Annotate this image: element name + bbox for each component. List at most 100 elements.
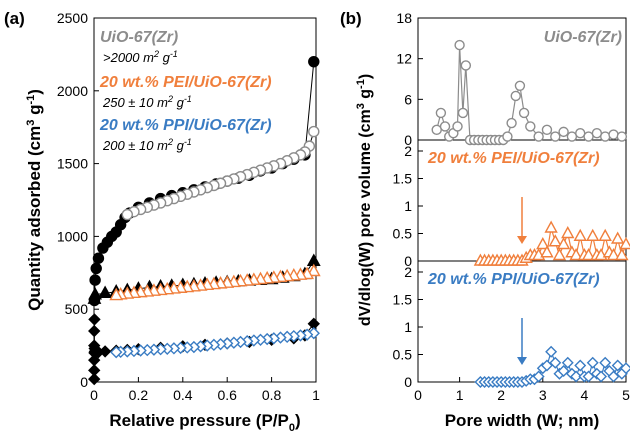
panel-a-point [110, 345, 123, 359]
annotation-pei-label: 20 wt.% PEI/UiO-67(Zr) [99, 74, 272, 91]
panel-b-point [460, 60, 472, 71]
panel-a-y-tick-label: 2000 [57, 83, 88, 99]
panel-b-point [615, 248, 629, 261]
panel-b-point [569, 248, 583, 261]
panel-a-y-tick-label: 0 [80, 374, 88, 390]
panel-b-point [619, 237, 630, 250]
panel-b-y-tick-label: 0.5 [393, 347, 413, 363]
panel-b-y-tick-label: 0.5 [393, 226, 413, 242]
panel-a-point [89, 274, 101, 286]
panel-b-point [570, 370, 583, 383]
panel-b-point [595, 370, 608, 383]
panel-a-x-tick-label: 0.4 [173, 387, 193, 403]
panel-a-point [92, 252, 105, 264]
panel-a-frame [93, 17, 317, 383]
panel-b-x-tick-label: 5 [622, 387, 630, 403]
panel-b-point [550, 131, 561, 142]
panel-a-x-axis-label: Relative pressure (P/P0) [109, 411, 300, 431]
annotation-ppi-surface-area: 200 ± 10 m2 g-1 [102, 137, 192, 153]
panel-b-point [581, 248, 596, 261]
panel-b-point [506, 117, 517, 129]
panel-b-point [586, 228, 600, 241]
panel-b-y-tick-label: 18 [396, 10, 412, 26]
panel-b-point [541, 124, 553, 136]
panel-a-point [88, 364, 101, 377]
panel-b-y-tick-label: 1 [404, 319, 412, 335]
panel-b-point [616, 131, 628, 142]
panel-b-y-tick-label: 6 [404, 91, 412, 107]
annotation-ppi-label: 20 wt.% PPI/UiO-67(Zr) [99, 117, 272, 134]
panel-b-point [514, 80, 526, 91]
panel-a-letter: (a) [4, 9, 25, 28]
panel-a-point [121, 208, 134, 221]
panel-b-y-tick-label: 0 [404, 374, 412, 390]
panel-a-y-tick-label: 1000 [57, 228, 88, 244]
panel-b-point [457, 107, 469, 119]
panel-b-arrow-head [517, 357, 527, 365]
panel-b-point [606, 248, 621, 261]
panel-b-arrow-head [517, 236, 527, 244]
panel-b-point [608, 129, 619, 140]
panel-b-point [502, 131, 513, 142]
panel-a-y-tick-label: 2500 [57, 10, 88, 26]
panel-a-points [87, 55, 321, 386]
panel-b-label-ppi: 20 wt.% PPI/UiO-67(Zr) [427, 271, 600, 288]
panel-b-x-tick-label: 1 [456, 387, 464, 403]
panel-a-point [88, 313, 101, 326]
panel-b-x-tick-label: 2 [497, 387, 505, 403]
panel-b-point [518, 107, 530, 119]
panel-b-point [610, 231, 625, 244]
panel-b-x-axis-label: Pore width (W; nm) [445, 411, 600, 430]
panel-a-point [98, 285, 113, 299]
panel-b-point [548, 234, 562, 247]
panel-a-x-tick-label: 0.8 [262, 387, 282, 403]
panel-a-point [98, 345, 112, 358]
panel-b-x-tick-label: 4 [581, 387, 589, 403]
panel-b-point [545, 345, 558, 358]
annotation-pei-surface-area: 250 ± 10 m2 g-1 [102, 94, 192, 110]
panel-b-x-tick-label: 3 [539, 387, 547, 403]
panel-b-arrows [517, 197, 527, 365]
panel-b-point [607, 370, 620, 383]
panel-b-point [573, 228, 587, 241]
panel-a-x-tick-label: 1 [312, 387, 320, 403]
panel-b-point [439, 121, 451, 132]
panel-a-point [306, 263, 321, 277]
panel-b-point [558, 126, 569, 138]
panel-a-x-tick-label: 0 [90, 387, 98, 403]
panel-b-y-tick-label: 12 [396, 51, 412, 67]
panel-b-point [586, 356, 599, 369]
panel-b-point [556, 237, 571, 250]
panel-a-y-tick-label: 500 [65, 301, 89, 317]
annotation-uio67-surface-area: >2000 m2 g-1 [103, 49, 178, 65]
panel-b-point [561, 356, 574, 369]
panel-b-point [552, 248, 567, 261]
panel-b-point [536, 237, 550, 250]
panel-a-point [308, 125, 320, 138]
panel-b-point [544, 220, 558, 233]
panel-b-x-tick-label: 0 [414, 387, 422, 403]
annotation-uio67-label: UiO-67(Zr) [100, 29, 178, 46]
panel-b-point [452, 121, 463, 132]
panel-b-y-tick-label: 1 [404, 198, 412, 214]
panel-b-point [533, 131, 544, 142]
panel-a-y-tick-label: 1500 [57, 156, 88, 172]
panel-b-point [454, 39, 465, 51]
panel-b-point [540, 359, 553, 372]
panel-a-point [90, 262, 102, 275]
panel-b-y-tick-label: 2 [404, 264, 412, 280]
panel-b-point [549, 356, 562, 369]
panel-b-point [600, 131, 611, 142]
panel-b-point [582, 370, 595, 383]
panel-b-y-tick-label: 0 [404, 253, 412, 269]
panel-a-x-ticks: 0 0.2 0.4 0.6 0.8 1 [90, 377, 320, 403]
panel-b-points [431, 39, 630, 388]
panel-a-y-ticks: 0 500 1000 1500 2000 2500 [57, 10, 99, 390]
panel-b-point [598, 228, 612, 241]
panel-b-point [532, 370, 545, 383]
panel-a-point [88, 286, 103, 300]
panel-b-point [611, 359, 624, 372]
panel-a: 0 500 1000 1500 2000 2500 0 0.2 0.4 0.6 0.8 1 Quan… [25, 10, 321, 431]
panel-b-connecting-lines [436, 45, 627, 383]
